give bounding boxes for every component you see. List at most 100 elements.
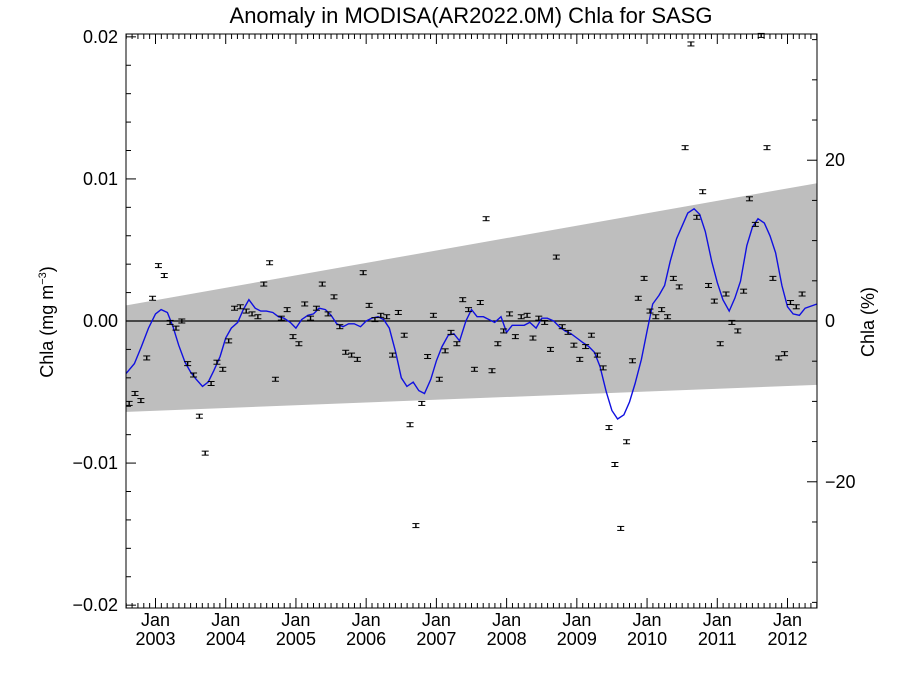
data-point xyxy=(570,342,578,348)
x-tick-month-label: Jan xyxy=(492,610,521,630)
x-tick-year-label: 2004 xyxy=(206,629,246,649)
left-tick-label: −0.02 xyxy=(72,595,118,615)
data-point xyxy=(154,263,162,269)
data-point xyxy=(740,288,748,294)
data-point xyxy=(664,314,672,320)
data-point xyxy=(751,221,759,227)
x-tick-year-label: 2012 xyxy=(767,629,807,649)
x-tick-year-label: 2010 xyxy=(627,629,667,649)
data-point xyxy=(149,295,157,301)
data-point xyxy=(722,291,730,297)
data-point xyxy=(681,145,689,151)
data-point xyxy=(283,307,291,313)
left-axis-label-superscript: −3 xyxy=(37,272,49,285)
x-tick-month-label: Jan xyxy=(633,610,662,630)
data-point xyxy=(394,309,402,315)
data-point xyxy=(529,335,537,341)
data-point xyxy=(318,281,326,287)
x-tick-month-label: Jan xyxy=(211,610,240,630)
data-point xyxy=(781,351,789,357)
right-axis-label: Chla (%) xyxy=(858,287,878,357)
left-axis-label: Chla (mg m−3) xyxy=(37,266,57,378)
data-point xyxy=(693,214,701,220)
data-point xyxy=(213,359,221,365)
data-point xyxy=(587,332,595,338)
x-tick-month-label: Jan xyxy=(703,610,732,630)
data-point xyxy=(763,145,771,151)
right-tick-label: 0 xyxy=(825,311,835,331)
x-tick-year-label: 2005 xyxy=(276,629,316,649)
data-point xyxy=(658,307,666,313)
data-point xyxy=(453,341,461,347)
data-point xyxy=(230,305,238,311)
data-point xyxy=(190,372,198,378)
data-point xyxy=(547,346,555,352)
data-point xyxy=(628,358,636,364)
data-point xyxy=(728,319,736,325)
data-point xyxy=(388,352,396,358)
data-point xyxy=(506,311,514,317)
data-point xyxy=(289,334,297,340)
left-tick-label: 0.00 xyxy=(83,311,118,331)
monthly-anomaly-points xyxy=(125,32,806,531)
data-point xyxy=(277,315,285,321)
data-point xyxy=(383,314,391,320)
data-point xyxy=(675,284,683,290)
x-tick-year-label: 2007 xyxy=(416,629,456,649)
right-axis: 20 0 −20 xyxy=(807,39,856,603)
x-tick-year-label: 2008 xyxy=(487,629,527,649)
data-point xyxy=(716,341,724,347)
right-tick-label: 20 xyxy=(825,150,845,170)
data-point xyxy=(207,381,215,387)
data-point xyxy=(242,308,250,314)
data-point xyxy=(541,319,549,325)
data-point xyxy=(248,311,256,317)
data-point xyxy=(646,308,654,314)
x-axis: Jan2003Jan2004Jan2005Jan2006Jan2007Jan20… xyxy=(125,34,818,649)
data-point xyxy=(465,307,473,313)
data-point xyxy=(476,300,484,306)
data-point xyxy=(745,196,753,202)
data-point xyxy=(219,366,227,372)
data-point xyxy=(435,376,443,382)
data-point xyxy=(699,189,707,195)
data-point xyxy=(447,329,455,335)
data-point xyxy=(307,315,315,321)
data-point xyxy=(400,332,408,338)
left-tick-label: 0.02 xyxy=(83,27,118,47)
data-point xyxy=(652,314,660,320)
data-point xyxy=(517,314,525,320)
data-point xyxy=(535,315,543,321)
data-point xyxy=(172,325,180,331)
data-point xyxy=(552,254,560,260)
data-point xyxy=(125,400,133,406)
data-point xyxy=(424,354,432,360)
data-point xyxy=(336,324,344,330)
x-tick-year-label: 2009 xyxy=(557,629,597,649)
data-point xyxy=(178,318,186,324)
data-point xyxy=(429,312,437,318)
data-point xyxy=(412,523,420,529)
data-point xyxy=(582,344,590,350)
data-point xyxy=(260,281,268,287)
data-point xyxy=(470,366,478,372)
left-axis: 0.02 0.01 0.00 −0.01 −0.02 xyxy=(72,27,136,615)
data-point xyxy=(511,334,519,340)
right-tick-label: −20 xyxy=(825,472,856,492)
x-tick-year-label: 2011 xyxy=(698,629,737,649)
data-point xyxy=(488,368,496,374)
data-point xyxy=(131,390,139,396)
data-point xyxy=(705,282,713,288)
data-point xyxy=(143,355,151,361)
x-tick-month-label: Jan xyxy=(422,610,451,630)
data-point xyxy=(160,273,168,279)
data-point xyxy=(195,413,203,419)
x-tick-month-label: Jan xyxy=(352,610,381,630)
left-axis-label-text: Chla (mg m xyxy=(37,285,57,378)
data-point xyxy=(365,302,373,308)
smoothed-anomaly-line xyxy=(125,207,818,420)
data-point xyxy=(634,295,642,301)
data-point xyxy=(406,422,414,428)
data-point xyxy=(617,525,625,531)
data-point xyxy=(640,275,648,281)
